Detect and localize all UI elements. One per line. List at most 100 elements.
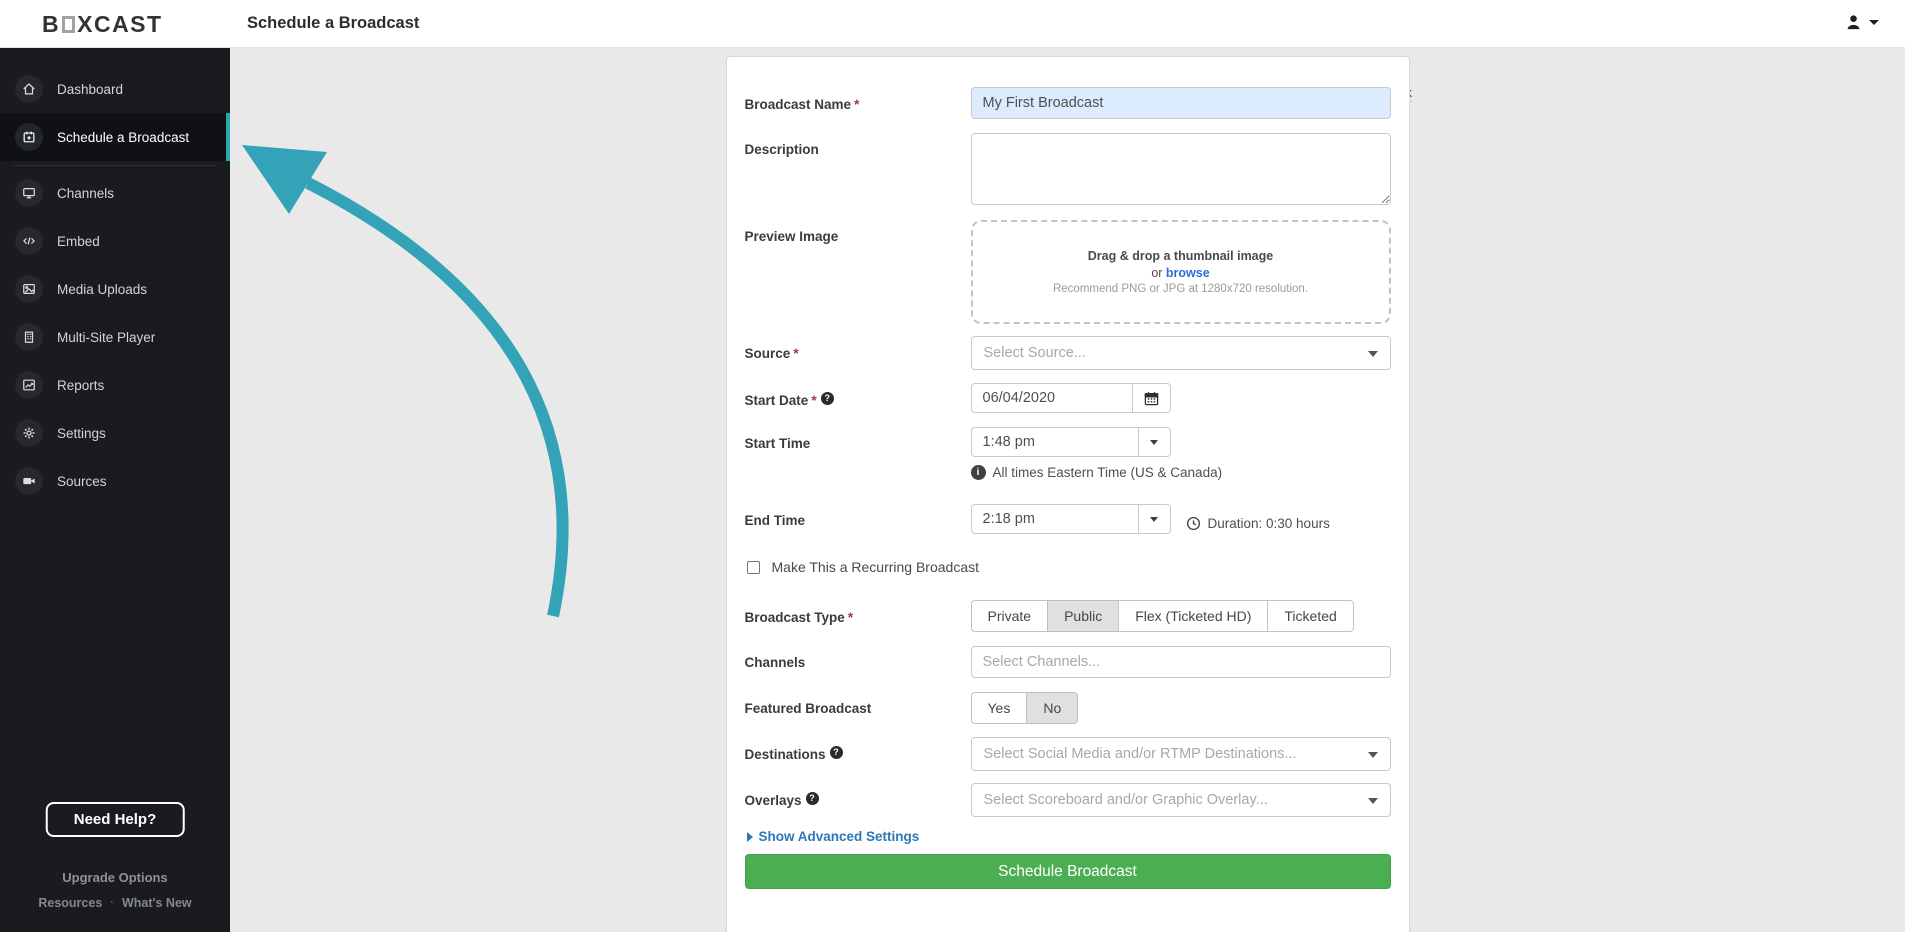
sidebar-item-label: Embed bbox=[57, 233, 100, 249]
description-label: Description bbox=[744, 142, 819, 157]
sidebar-item-settings[interactable]: Settings bbox=[0, 409, 230, 457]
source-select[interactable]: Select Source... bbox=[970, 336, 1391, 370]
dropzone-hint: Recommend PNG or JPG at 1280x720 resolut… bbox=[1052, 283, 1309, 295]
overlays-placeholder: Select Scoreboard and/or Graphic Overlay… bbox=[983, 792, 1268, 808]
thumbnail-dropzone[interactable]: Drag & drop a thumbnail image or browse … bbox=[970, 220, 1391, 324]
featured-no-button[interactable]: No bbox=[1026, 692, 1079, 724]
preview-image-label: Preview Image bbox=[744, 229, 839, 244]
description-textarea[interactable] bbox=[970, 133, 1391, 205]
source-row: Source * Select Source... bbox=[745, 336, 1391, 370]
destinations-label: Destinations bbox=[744, 747, 826, 762]
user-icon bbox=[1845, 14, 1862, 31]
required-asterisk: * bbox=[847, 609, 854, 625]
building-icon bbox=[15, 323, 43, 351]
whats-new-link[interactable]: What's New bbox=[121, 896, 192, 910]
end-time-label: End Time bbox=[744, 513, 806, 528]
featured-toggle-group: Yes No bbox=[970, 692, 1391, 724]
sidebar-item-media-uploads[interactable]: Media Uploads bbox=[0, 265, 230, 313]
start-time-label: Start Time bbox=[744, 436, 811, 451]
time-dropdown-button[interactable] bbox=[1138, 427, 1171, 457]
sidebar-divider bbox=[14, 165, 216, 166]
sidebar-item-schedule-a-broadcast[interactable]: Schedule a Broadcast bbox=[0, 113, 230, 161]
sidebar-item-reports[interactable]: Reports bbox=[0, 361, 230, 409]
destinations-row: Destinations? Select Social Media and/or… bbox=[745, 737, 1391, 771]
timezone-note: i All times Eastern Time (US & Canada) bbox=[970, 465, 1391, 480]
preview-image-row: Preview Image Drag & drop a thumbnail im… bbox=[745, 220, 1391, 324]
browse-link[interactable]: browse bbox=[1165, 266, 1210, 280]
chevron-down-icon bbox=[1869, 20, 1879, 25]
sidebar-item-multi-site-player[interactable]: Multi-Site Player bbox=[0, 313, 230, 361]
start-date-row: Start Date *? bbox=[745, 383, 1391, 413]
chart-line-icon bbox=[15, 371, 43, 399]
clock-icon bbox=[1186, 516, 1200, 530]
boxcast-logo[interactable]: B XCAST bbox=[42, 11, 163, 37]
top-bar: B XCAST Schedule a Broadcast bbox=[0, 0, 1905, 48]
sidebar: Dashboard Schedule a Broadcast Channels … bbox=[0, 48, 230, 932]
end-time-row: End Time Duration: 0:30 hours bbox=[745, 504, 1391, 534]
logo-box-o-icon bbox=[62, 16, 76, 33]
duration-display: Duration: 0:30 hours bbox=[1186, 504, 1330, 534]
broadcast-type-label: Broadcast Type bbox=[744, 610, 845, 625]
required-asterisk: * bbox=[854, 96, 860, 112]
schedule-broadcast-form: Broadcast Name* Description Preview Imag… bbox=[725, 56, 1410, 932]
triangle-right-icon bbox=[746, 831, 753, 842]
video-camera-icon bbox=[15, 467, 43, 495]
calendar-picker-button[interactable] bbox=[1132, 383, 1171, 413]
upgrade-options-link[interactable]: Upgrade Options bbox=[62, 870, 168, 885]
start-time-input[interactable] bbox=[970, 427, 1139, 457]
time-dropdown-button[interactable] bbox=[1138, 504, 1171, 534]
broadcast-name-label: Broadcast Name bbox=[744, 97, 852, 112]
channels-input[interactable] bbox=[970, 646, 1391, 678]
chevron-down-icon bbox=[1367, 752, 1378, 758]
sidebar-item-label: Schedule a Broadcast bbox=[57, 129, 190, 145]
featured-yes-button[interactable]: Yes bbox=[970, 692, 1028, 724]
monitor-icon bbox=[15, 179, 43, 207]
help-icon[interactable]: ? bbox=[820, 392, 834, 405]
destinations-select[interactable]: Select Social Media and/or RTMP Destinat… bbox=[970, 737, 1391, 771]
code-icon bbox=[15, 227, 43, 255]
type-flex-button[interactable]: Flex (Ticketed HD) bbox=[1118, 600, 1269, 632]
chevron-down-icon bbox=[1367, 798, 1378, 804]
chevron-down-icon bbox=[1150, 439, 1158, 445]
type-private-button[interactable]: Private bbox=[970, 600, 1049, 632]
main-content: Quick Entry | Wizard | Bulk Broadcast Na… bbox=[230, 56, 1905, 932]
recurring-checkbox[interactable] bbox=[746, 560, 760, 574]
type-ticketed-button[interactable]: Ticketed bbox=[1267, 600, 1354, 632]
start-date-input[interactable] bbox=[970, 383, 1133, 413]
source-label: Source bbox=[744, 346, 791, 361]
sidebar-item-label: Multi-Site Player bbox=[57, 329, 156, 345]
schedule-broadcast-button[interactable]: Schedule Broadcast bbox=[744, 854, 1391, 889]
show-advanced-settings-link[interactable]: Show Advanced Settings bbox=[746, 829, 1391, 844]
sidebar-item-label: Media Uploads bbox=[57, 281, 148, 297]
broadcast-name-input[interactable] bbox=[970, 87, 1391, 119]
overlays-row: Overlays? Select Scoreboard and/or Graph… bbox=[745, 783, 1391, 817]
gear-icon bbox=[15, 419, 43, 447]
help-icon[interactable]: ? bbox=[805, 792, 819, 805]
home-icon bbox=[15, 75, 43, 103]
sidebar-item-label: Sources bbox=[57, 473, 107, 489]
page-title: Schedule a Broadcast bbox=[247, 14, 420, 32]
channels-label: Channels bbox=[744, 655, 806, 670]
need-help-button[interactable]: Need Help? bbox=[45, 802, 185, 837]
sidebar-item-label: Channels bbox=[57, 185, 115, 201]
recurring-label: Make This a Recurring Broadcast bbox=[771, 559, 980, 575]
image-icon bbox=[15, 275, 43, 303]
type-public-button[interactable]: Public bbox=[1047, 600, 1120, 632]
help-icon[interactable]: ? bbox=[829, 746, 843, 759]
sidebar-item-sources[interactable]: Sources bbox=[0, 457, 230, 505]
resources-link[interactable]: Resources bbox=[38, 896, 103, 910]
chevron-down-icon bbox=[1367, 351, 1378, 357]
dropzone-title: Drag & drop a thumbnail image bbox=[1087, 249, 1274, 263]
info-icon: i bbox=[970, 465, 986, 480]
overlays-label: Overlays bbox=[744, 793, 802, 808]
end-time-input[interactable] bbox=[970, 504, 1139, 534]
overlays-select[interactable]: Select Scoreboard and/or Graphic Overlay… bbox=[970, 783, 1391, 817]
sidebar-item-dashboard[interactable]: Dashboard bbox=[0, 65, 230, 113]
sidebar-item-embed[interactable]: Embed bbox=[0, 217, 230, 265]
user-menu[interactable] bbox=[1845, 14, 1879, 31]
sidebar-item-channels[interactable]: Channels bbox=[0, 169, 230, 217]
separator-dot: · bbox=[110, 897, 114, 909]
broadcast-type-group: Private Public Flex (Ticketed HD) Ticket… bbox=[970, 600, 1391, 632]
recurring-row: Make This a Recurring Broadcast bbox=[746, 559, 1391, 575]
source-placeholder: Select Source... bbox=[983, 345, 1086, 361]
